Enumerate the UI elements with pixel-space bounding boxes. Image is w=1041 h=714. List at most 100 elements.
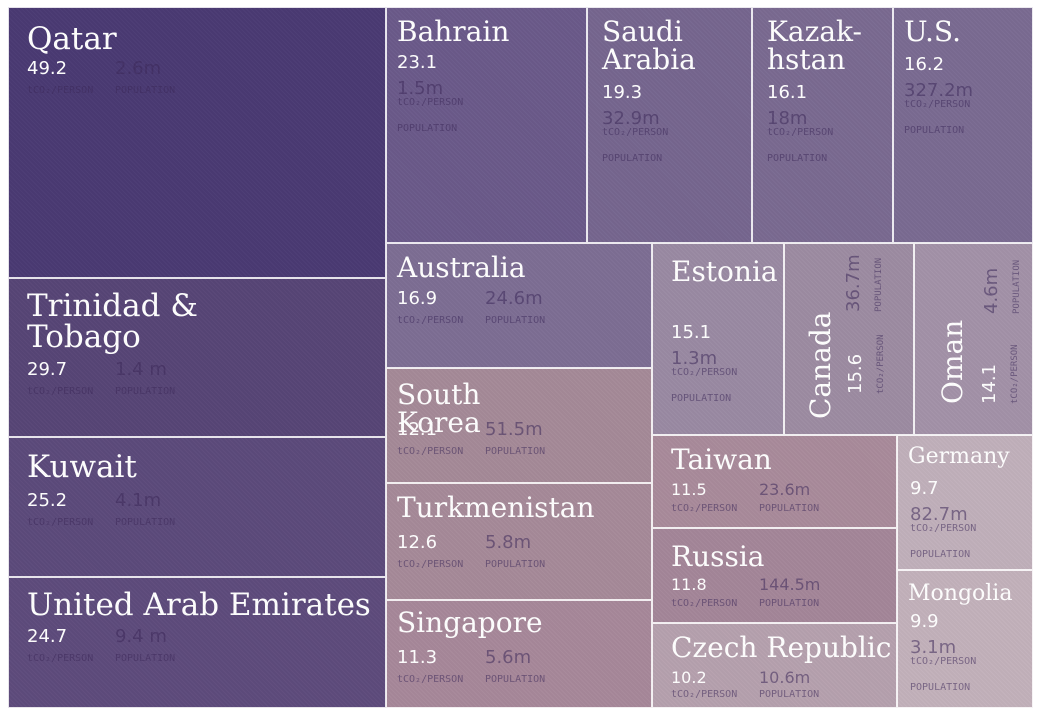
country-name: Australia bbox=[397, 251, 526, 284]
emissions-value: 29.7 bbox=[27, 359, 68, 380]
population-unit-label: POPULATION bbox=[904, 125, 965, 136]
population-value: 24.6m bbox=[485, 288, 543, 309]
country-name: Russia bbox=[671, 540, 765, 573]
population-unit-label: POPULATION bbox=[115, 653, 176, 664]
treemap-cell-czech-republic: Czech Republic 10.2 10.6m tCO₂/PERSON POPULA… bbox=[652, 623, 897, 708]
country-name: Turkmenistan bbox=[397, 491, 595, 524]
country-name: Germany bbox=[908, 444, 1010, 469]
emissions-unit-label: tCO₂/PERSON bbox=[27, 653, 94, 664]
emissions-value: 16.1 bbox=[767, 82, 808, 103]
population-unit-label: POPULATION bbox=[671, 393, 732, 404]
country-name: Czech Republic bbox=[671, 631, 892, 664]
country-name: Trinidad & Tobago bbox=[27, 288, 198, 355]
emissions-unit-label: tCO₂/PERSON bbox=[27, 386, 94, 397]
emissions-value: 14.1 bbox=[979, 363, 1000, 404]
population-value: 36.7m bbox=[843, 254, 864, 312]
emissions-value: 16.2 bbox=[904, 54, 945, 75]
population-value: 327.2m bbox=[904, 80, 974, 101]
population-unit-label: POPULATION bbox=[759, 503, 820, 514]
population-value: 3.1m bbox=[910, 637, 957, 658]
emissions-value: 19.3 bbox=[602, 82, 643, 103]
emissions-value: 15.6 bbox=[845, 353, 866, 394]
emissions-unit-label: tCO₂/PERSON bbox=[767, 127, 834, 138]
emissions-value: 11.8 bbox=[671, 575, 707, 594]
emissions-unit-label: tCO₂/PERSON bbox=[671, 503, 738, 514]
emissions-unit-label: tCO₂/PERSON bbox=[910, 523, 977, 534]
country-name: Oman bbox=[936, 319, 969, 404]
population-unit-label: POPULATION bbox=[485, 559, 546, 570]
treemap-cell-u-s: U.S. 16.2 327.2m tCO₂/PERSON POPULATION bbox=[893, 7, 1033, 243]
treemap-cell-turkmenistan: Turkmenistan 12.6 5.8m tCO₂/PERSON POPULATIO… bbox=[386, 483, 652, 600]
population-value: 1.3m bbox=[671, 348, 718, 369]
emissions-value: 11.5 bbox=[671, 480, 707, 499]
treemap-cell-south-korea: South Korea 12.1 51.5m tCO₂/PERSON POPULATIO… bbox=[386, 368, 652, 483]
emissions-unit-label: tCO₂/PERSON bbox=[1010, 344, 1020, 404]
population-value: 144.5m bbox=[759, 575, 821, 594]
population-value: 5.6m bbox=[485, 647, 532, 668]
emissions-value: 24.7 bbox=[27, 626, 68, 647]
treemap-cell-kazak-hstan: Kazak- hstan 16.1 18m tCO₂/PERSON POPULATION bbox=[752, 7, 893, 243]
population-unit-label: POPULATION bbox=[485, 315, 546, 326]
emissions-value: 10.2 bbox=[671, 668, 707, 687]
population-value: 1.5m bbox=[397, 78, 444, 99]
emissions-unit-label: tCO₂/PERSON bbox=[671, 367, 738, 378]
emissions-unit-label: tCO₂/PERSON bbox=[671, 689, 738, 700]
emissions-unit-label: tCO₂/PERSON bbox=[904, 99, 971, 110]
emissions-value: 11.3 bbox=[397, 647, 438, 668]
emissions-value: 15.1 bbox=[671, 322, 712, 343]
country-name: Mongolia bbox=[908, 581, 1013, 606]
population-unit-label: POPULATION bbox=[115, 85, 176, 96]
population-unit-label: POPULATION bbox=[115, 517, 176, 528]
treemap-cell-united-arab-emirates: United Arab Emirates 24.7 9.4 m tCO₂/PERSON… bbox=[8, 577, 386, 708]
population-value: 1.4 m bbox=[115, 359, 167, 380]
country-name: South Korea bbox=[397, 378, 481, 439]
emissions-value: 12.1 bbox=[397, 419, 438, 440]
country-name: U.S. bbox=[904, 15, 962, 48]
treemap-cell-trinidad-tobago: Trinidad & Tobago 29.7 1.4 m tCO₂/PERSON POP… bbox=[8, 278, 386, 437]
country-name: Singapore bbox=[397, 606, 543, 639]
treemap-cell-canada: Canada 15.6 tCO₂/PERSON 36.7m POPULATION bbox=[784, 243, 914, 435]
treemap-cell-bahrain: Bahrain 23.1 1.5m tCO₂/PERSON POPULATION bbox=[386, 7, 587, 243]
country-name: Saudi Arabia bbox=[602, 15, 696, 76]
population-value: 9.4 m bbox=[115, 626, 167, 647]
population-value: 10.6m bbox=[759, 668, 811, 687]
country-name: Bahrain bbox=[397, 15, 510, 48]
country-name: Canada bbox=[804, 311, 837, 419]
treemap-cell-oman: Oman 14.1 tCO₂/PERSON 4.6m POPULATION bbox=[914, 243, 1033, 435]
emissions-unit-label: tCO₂/PERSON bbox=[397, 315, 464, 326]
population-value: 51.5m bbox=[485, 419, 543, 440]
country-name: United Arab Emirates bbox=[27, 587, 371, 623]
population-unit-label: POPULATION bbox=[759, 598, 820, 609]
population-value: 82.7m bbox=[910, 504, 968, 525]
emissions-unit-label: tCO₂/PERSON bbox=[397, 559, 464, 570]
emissions-value: 23.1 bbox=[397, 52, 438, 73]
population-value: 23.6m bbox=[759, 480, 811, 499]
emissions-unit-label: tCO₂/PERSON bbox=[671, 598, 738, 609]
population-unit-label: POPULATION bbox=[485, 674, 546, 685]
emissions-unit-label: tCO₂/PERSON bbox=[27, 517, 94, 528]
emissions-value: 9.9 bbox=[910, 611, 939, 632]
emissions-unit-label: tCO₂/PERSON bbox=[910, 656, 977, 667]
population-unit-label: POPULATION bbox=[874, 257, 884, 312]
emissions-unit-label: tCO₂/PERSON bbox=[397, 97, 464, 108]
population-unit-label: POPULATION bbox=[910, 682, 971, 693]
emissions-value: 16.9 bbox=[397, 288, 438, 309]
treemap-cell-mongolia: Mongolia 9.9 3.1m tCO₂/PERSON POPULATION bbox=[897, 570, 1033, 708]
emissions-unit-label: tCO₂/PERSON bbox=[397, 446, 464, 457]
population-value: 18m bbox=[767, 108, 808, 129]
treemap-cell-taiwan: Taiwan 11.5 23.6m tCO₂/PERSON POPULATION bbox=[652, 435, 897, 528]
treemap-cell-germany: Germany 9.7 82.7m tCO₂/PERSON POPULATION bbox=[897, 435, 1033, 570]
population-unit-label: POPULATION bbox=[759, 689, 820, 700]
emissions-unit-label: tCO₂/PERSON bbox=[397, 674, 464, 685]
emissions-unit-label: tCO₂/PERSON bbox=[876, 334, 886, 394]
treemap-cell-singapore: Singapore 11.3 5.6m tCO₂/PERSON POPULATION bbox=[386, 600, 652, 708]
treemap-cell-estonia: Estonia 15.1 1.3m tCO₂/PERSON POPULATION bbox=[652, 243, 784, 435]
country-name: Estonia bbox=[671, 255, 778, 288]
population-unit-label: POPULATION bbox=[602, 153, 663, 164]
treemap-cell-russia: Russia 11.8 144.5m tCO₂/PERSON POPULATION bbox=[652, 528, 897, 623]
emissions-unit-label: tCO₂/PERSON bbox=[602, 127, 669, 138]
emissions-value: 25.2 bbox=[27, 490, 68, 511]
country-name: Qatar bbox=[27, 21, 117, 57]
population-value: 5.8m bbox=[485, 532, 532, 553]
